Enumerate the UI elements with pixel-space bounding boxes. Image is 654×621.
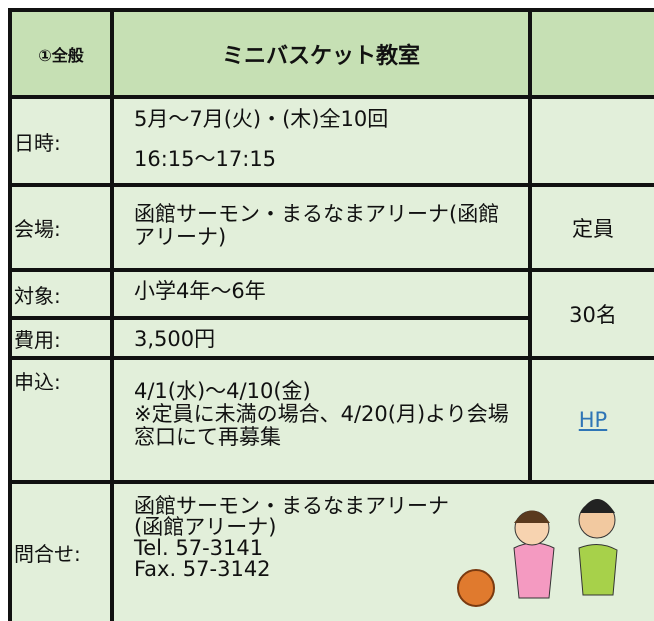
header-blank (532, 12, 654, 95)
line: Fax. 57-3142 (134, 557, 271, 581)
label: 対象: (12, 272, 110, 316)
value: 5月～7月(火)・(木)全10回 16:15～17:15 (114, 99, 528, 183)
blank (532, 99, 654, 183)
hp-link[interactable]: HP (578, 408, 608, 432)
value: 4/1(水)～4/10(金) ※定員に未満の場合、4/20(月)より会場窓口にて… (114, 360, 528, 480)
basketball-illustration (457, 499, 618, 607)
line: (函館アリーナ) (134, 515, 277, 539)
capacity-label: 定員 (532, 187, 654, 268)
label: 日時: (12, 99, 110, 183)
capacity-value: 30名 (532, 272, 654, 356)
label: 会場: (12, 187, 110, 268)
category: ①全般 (12, 12, 110, 95)
line: 16:15～17:15 (134, 147, 277, 171)
schedule-table: ①全般 ミニバスケット教室 日時: 5月～7月(火)・(木)全10回 16:15… (8, 8, 654, 621)
label: 費用: (12, 320, 110, 356)
value: 函館サーモン・まるなまアリーナ(函館アリーナ) (114, 187, 528, 268)
value: 函館サーモン・まるなまアリーナ (函館アリーナ) Tel. 57-3141 Fa… (114, 484, 654, 621)
line: 5月～7月(火)・(木)全10回 (134, 107, 389, 131)
line: 函館サーモン・まるなまアリーナ (134, 494, 449, 518)
label: 申込: (12, 360, 110, 480)
line: Tel. 57-3141 (134, 536, 264, 560)
line: 4/1(水)～4/10(金) (134, 379, 311, 403)
value: 3,500円 (114, 320, 528, 356)
value: 小学4年～6年 (114, 272, 528, 316)
title: ミニバスケット教室 (114, 12, 528, 95)
link-cell: HP (532, 360, 654, 480)
label: 問合せ: (12, 484, 110, 621)
line: ※定員に未満の場合、4/20(月)より会場窓口にて再募集 (134, 402, 509, 450)
